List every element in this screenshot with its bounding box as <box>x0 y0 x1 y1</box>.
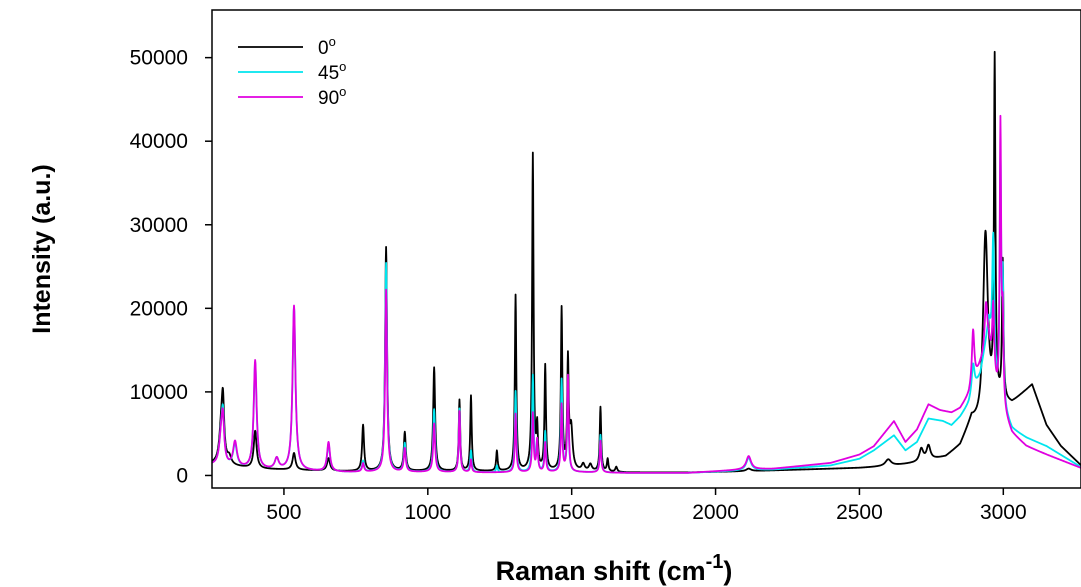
legend-label-1: 45o <box>318 59 346 84</box>
y-tick-label-50000: 50000 <box>130 47 188 70</box>
x-axis-title-suffix: ) <box>723 556 732 586</box>
y-tick-label-10000: 10000 <box>130 381 188 404</box>
y-tick-label-0: 0 <box>176 464 188 487</box>
series-line-2 <box>212 114 1081 474</box>
x-tick-label-1000: 1000 <box>404 501 451 524</box>
legend-label-2: 90o <box>318 84 346 109</box>
legend-label-0: 0o <box>318 34 336 59</box>
x-tick-label-2500: 2500 <box>836 501 883 524</box>
series-lines <box>212 50 1081 474</box>
y-tick-label-30000: 30000 <box>130 214 188 237</box>
y-tick-label-40000: 40000 <box>130 130 188 153</box>
x-axis-title: Raman shift (cm-1) <box>496 551 733 586</box>
series-line-0 <box>212 50 1081 474</box>
x-tick-label-2000: 2000 <box>692 501 739 524</box>
x-axis-title-text: Raman shift (cm <box>496 556 706 586</box>
y-axis: 0 10000 20000 30000 40000 50000 <box>130 47 212 487</box>
x-tick-label-1500: 1500 <box>548 501 595 524</box>
x-tick-label-500: 500 <box>266 501 301 524</box>
x-axis-title-superscript: -1 <box>706 551 724 573</box>
x-axis: 500 1000 1500 2000 2500 3000 <box>266 488 1027 524</box>
y-tick-label-20000: 20000 <box>130 297 188 320</box>
series-line-1 <box>212 145 1081 474</box>
y-axis-title: Intensity (a.u.) <box>28 164 56 333</box>
plot-frame <box>211 9 1081 489</box>
x-tick-label-3000: 3000 <box>980 501 1027 524</box>
